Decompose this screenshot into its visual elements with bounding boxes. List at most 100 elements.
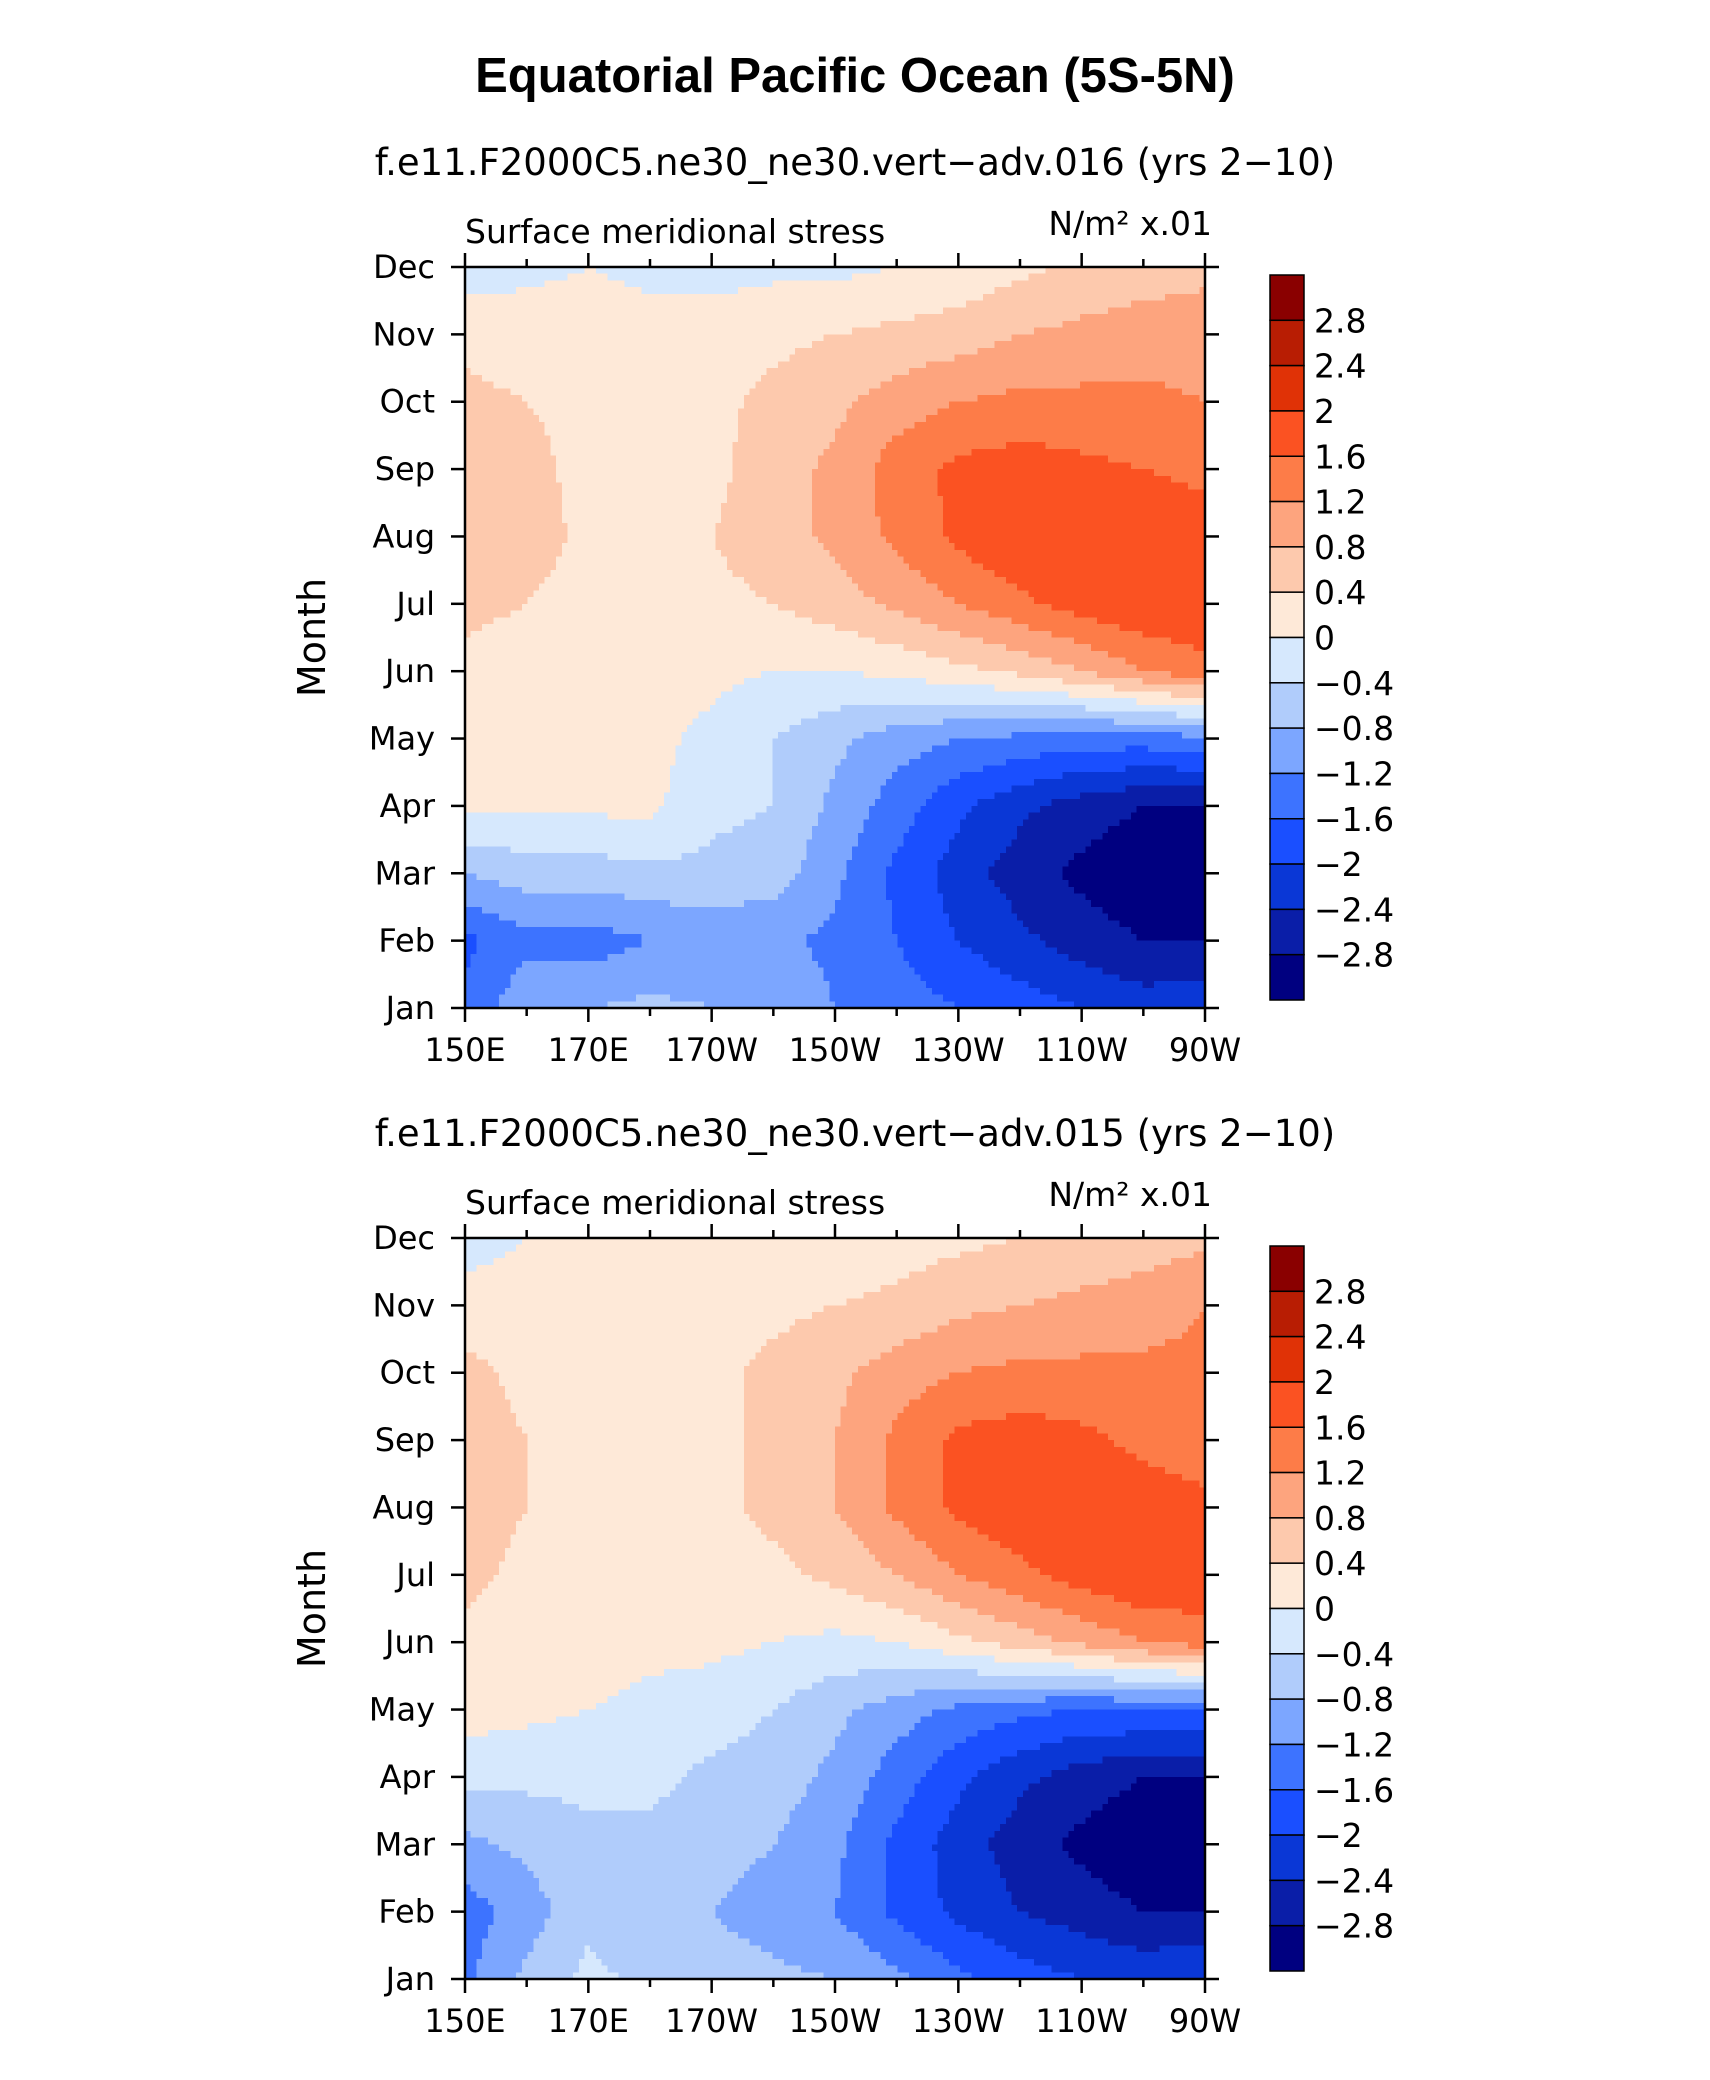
- field-cell: [778, 287, 785, 295]
- field-cell: [544, 347, 551, 356]
- field-cell: [1170, 435, 1178, 443]
- field-cell: [516, 482, 523, 490]
- field-cell: [1125, 428, 1132, 437]
- field-cell: [1057, 273, 1064, 282]
- field-cell: [943, 320, 950, 329]
- field-cell: [607, 509, 614, 517]
- field-cell: [669, 469, 677, 477]
- field-cell: [874, 267, 882, 275]
- field-cell: [880, 435, 887, 443]
- field-cell: [920, 421, 927, 430]
- field-cell: [960, 300, 967, 309]
- field-cell: [937, 462, 944, 470]
- field-cell: [971, 293, 978, 302]
- field-cell: [504, 502, 512, 511]
- field-cell: [493, 401, 500, 410]
- field-cell: [681, 361, 688, 369]
- field-cell: [1079, 462, 1087, 470]
- field-cell: [1062, 408, 1069, 416]
- field-cell: [789, 482, 796, 490]
- field-cell: [476, 381, 483, 389]
- field-cell: [732, 273, 739, 282]
- field-cell: [812, 469, 819, 477]
- field-cell: [948, 374, 956, 383]
- field-cell: [874, 341, 882, 349]
- field-cell: [658, 280, 665, 288]
- field-cell: [857, 442, 865, 450]
- field-cell: [533, 421, 540, 430]
- field-cell: [1131, 361, 1138, 369]
- field-cell: [476, 421, 483, 430]
- field-cell: [909, 435, 916, 443]
- field-cell: [1096, 482, 1104, 490]
- field-cell: [658, 327, 665, 335]
- field-cell: [988, 408, 995, 416]
- field-cell: [743, 354, 751, 362]
- field-cell: [487, 482, 495, 490]
- field-cell: [1131, 368, 1138, 376]
- field-cell: [965, 361, 973, 369]
- field-cell: [516, 408, 523, 416]
- field-cell: [926, 327, 933, 335]
- field-cell: [1170, 320, 1178, 329]
- field-cell: [835, 388, 842, 396]
- field-cell: [664, 347, 671, 356]
- field-cell: [1170, 374, 1178, 383]
- field-cell: [1199, 307, 1206, 315]
- field-cell: [521, 482, 529, 490]
- field-cell: [595, 307, 603, 315]
- field-cell: [812, 361, 819, 369]
- field-cell: [561, 408, 569, 416]
- field-cell: [778, 368, 785, 376]
- field-cell: [527, 293, 534, 302]
- field-cell: [1091, 354, 1098, 362]
- field-cell: [641, 421, 648, 430]
- field-cell: [1051, 448, 1058, 457]
- field-cell: [812, 516, 819, 524]
- field-cell: [783, 442, 791, 450]
- field-cell: [669, 509, 677, 517]
- field-cell: [647, 462, 654, 470]
- field-cell: [1136, 489, 1143, 497]
- field-cell: [567, 469, 574, 477]
- field-cell: [943, 401, 950, 410]
- field-cell: [800, 482, 808, 490]
- field-cell: [1113, 455, 1121, 463]
- field-cell: [669, 327, 677, 335]
- field-cell: [567, 334, 574, 342]
- field-cell: [613, 341, 620, 349]
- field-cell: [1159, 374, 1166, 383]
- field-cell: [1153, 462, 1161, 470]
- field-cell: [835, 327, 842, 335]
- field-cell: [857, 287, 865, 295]
- field-cell: [812, 502, 819, 511]
- field-cell: [943, 354, 950, 362]
- field-cell: [732, 475, 739, 484]
- field-cell: [1136, 516, 1143, 524]
- field-cell: [738, 394, 745, 403]
- field-cell: [1193, 516, 1200, 524]
- field-cell: [1113, 394, 1121, 403]
- field-cell: [1136, 475, 1143, 484]
- field-cell: [618, 361, 625, 369]
- field-cell: [1176, 442, 1183, 450]
- field-cell: [1045, 374, 1052, 383]
- field-cell: [721, 428, 728, 437]
- field-cell: [852, 428, 859, 437]
- field-cell: [846, 267, 853, 275]
- field-cell: [897, 462, 904, 470]
- field-cell: [835, 435, 842, 443]
- field-cell: [800, 469, 808, 477]
- field-cell: [943, 415, 950, 423]
- field-cell: [1079, 489, 1087, 497]
- field-cell: [1136, 347, 1143, 356]
- field-cell: [613, 347, 620, 356]
- field-cell: [920, 388, 927, 396]
- field-cell: [994, 347, 1001, 356]
- field-cell: [715, 388, 722, 396]
- field-cell: [965, 388, 973, 396]
- field-cell: [886, 273, 893, 282]
- field-cell: [590, 307, 597, 315]
- field-cell: [521, 280, 529, 288]
- field-cell: [698, 496, 705, 504]
